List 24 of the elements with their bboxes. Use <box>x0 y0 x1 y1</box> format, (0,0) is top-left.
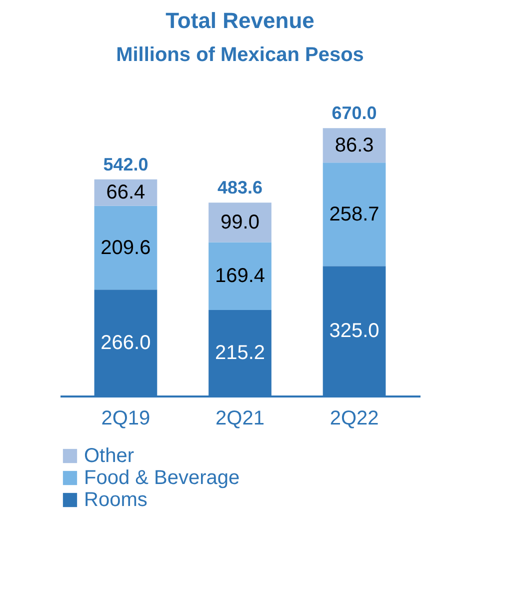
data-label: 99.0 <box>220 211 260 234</box>
legend-label: Rooms <box>84 489 148 511</box>
total-label: 483.6 <box>217 178 263 198</box>
data-label: 86.3 <box>334 134 374 156</box>
data-label: 258.7 <box>329 203 380 226</box>
data-label: 266.0 <box>100 332 151 354</box>
x-tick-label: 2Q19 <box>101 408 150 430</box>
data-label: 209.6 <box>100 236 151 259</box>
x-tick-label: 2Q22 <box>330 408 379 430</box>
bar <box>322 162 386 266</box>
bar <box>208 242 272 310</box>
legend-label: Other <box>84 445 134 467</box>
bar <box>94 206 158 290</box>
legend-label: Food & Beverage <box>84 467 240 489</box>
total-label: 542.0 <box>103 154 148 174</box>
data-label: 215.2 <box>214 342 266 364</box>
bar <box>208 202 272 242</box>
data-label: 66.4 <box>106 182 146 204</box>
total-label: 670.0 <box>332 103 377 124</box>
chart-title: Total Revenue <box>166 8 314 33</box>
data-label: 169.4 <box>214 265 266 288</box>
x-tick-label: 2Q21 <box>216 408 264 430</box>
data-label: 325.0 <box>329 320 380 342</box>
chart-subtitle: Millions of Mexican Pesos <box>116 44 364 66</box>
